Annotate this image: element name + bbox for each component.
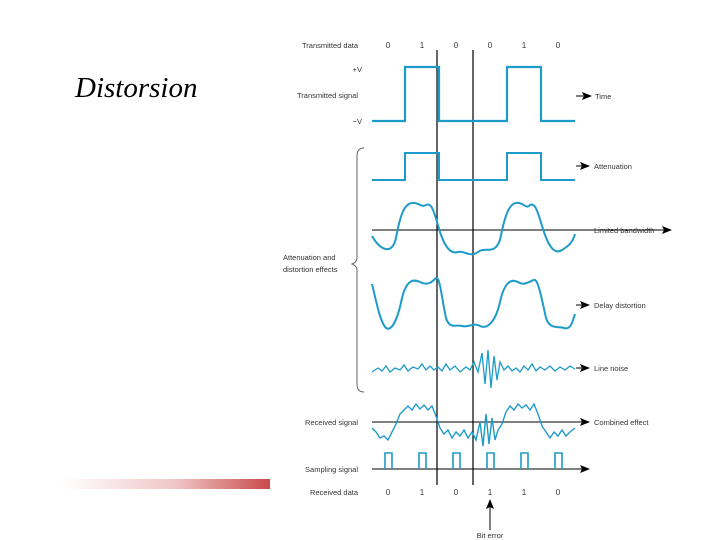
limited-bandwidth-wave	[371, 201, 576, 256]
sampling-signal-label: Sampling signal	[305, 465, 358, 474]
received-data-label: Received data	[310, 488, 359, 497]
group-label-line1: Attenuation and	[283, 253, 336, 262]
received-bit: 0	[386, 488, 391, 497]
transmitted-signal-wave	[372, 65, 575, 123]
bit-error-label: Bit error	[477, 531, 504, 540]
received-bit: 1	[488, 488, 493, 497]
row-label-limited-bandwidth: Limited bandwidth	[594, 226, 654, 235]
attenuation-wave	[372, 152, 575, 181]
bit-boundary-lines	[436, 50, 474, 485]
bit-error-arrow-icon	[486, 499, 494, 509]
attenuation-arrow-icon	[580, 162, 590, 170]
time-arrow-icon	[582, 92, 592, 100]
line-noise-arrow-icon	[580, 364, 590, 372]
received-bit: 1	[420, 488, 425, 497]
transmitted-data-label: Transmitted data	[302, 41, 359, 50]
plus-v-label: +V	[353, 65, 362, 74]
received-signal-label: Received signal	[305, 418, 358, 427]
received-bit: 1	[522, 488, 527, 497]
accent-bar	[60, 479, 270, 489]
limited-bandwidth-arrow-icon	[662, 226, 672, 234]
transmitted-bit: 1	[522, 41, 527, 50]
received-bit: 0	[556, 488, 561, 497]
group-label-line2: distortion effects	[283, 265, 338, 274]
transmitted-bit: 0	[488, 41, 493, 50]
group-brace	[350, 147, 365, 393]
transmitted-bit: 0	[556, 41, 561, 50]
row-label-line-noise: Line noise	[594, 364, 628, 373]
received-bit: 0	[454, 488, 459, 497]
sampling-pulses	[384, 452, 563, 469]
transmitted-bits: 0 1 0 0 1 0	[386, 41, 561, 50]
group-label: Attenuation and distortion effects	[283, 253, 338, 274]
row-label-delay-distortion: Delay distortion	[594, 301, 646, 310]
transmitted-signal-label: Transmitted signal	[297, 91, 358, 100]
slide-title: Distorsion	[75, 72, 198, 104]
combined-effect-arrow-icon	[580, 418, 590, 426]
row-label-attenuation: Attenuation	[594, 162, 632, 171]
delay-distortion-wave	[371, 276, 576, 330]
transmitted-bit: 0	[454, 41, 459, 50]
delay-distortion-arrow-icon	[580, 301, 590, 309]
line-noise-wave	[371, 349, 576, 389]
minus-v-label: −V	[353, 117, 362, 126]
transmitted-bit: 1	[420, 41, 425, 50]
combined-effect-wave	[371, 402, 576, 447]
row-label-combined-effect: Combined effect	[594, 418, 649, 427]
row-label-time: Time	[595, 92, 611, 101]
sampling-arrow-icon	[580, 465, 590, 473]
transmitted-bit: 0	[386, 41, 391, 50]
received-bits: 0 1 0 1 1 0	[386, 488, 561, 497]
